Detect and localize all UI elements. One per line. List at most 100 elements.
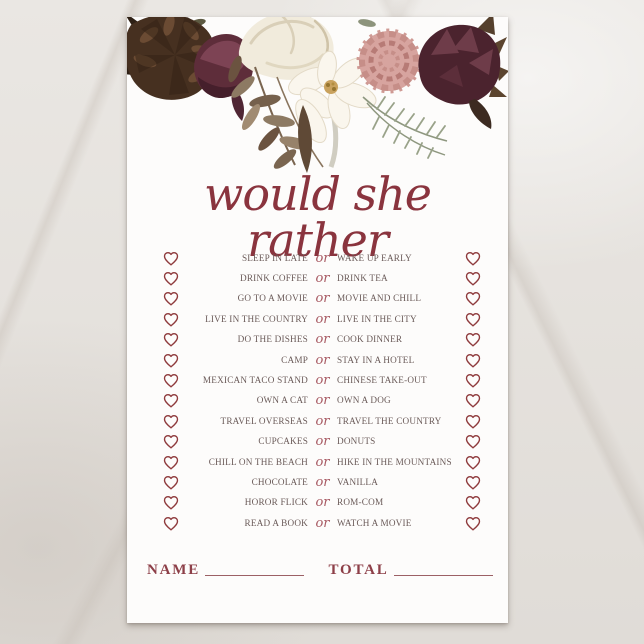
options-list: SLEEP IN LATE or WAKE UP EARLY DRINK COF… [127, 248, 508, 533]
heart-outline-icon [465, 496, 481, 510]
heart-outline-icon [163, 455, 179, 470]
page-title: would she rather [204, 167, 432, 267]
option-right-label: COOK DINNER [337, 334, 403, 345]
option-right-label: DRINK TEA [337, 272, 388, 283]
heart-outline-icon [465, 414, 481, 429]
heart-outline-icon [465, 353, 481, 368]
option-right-label: WATCH A MOVIE [337, 517, 412, 528]
heart-outline-icon [163, 374, 179, 388]
or-label: or [315, 291, 330, 307]
option-right-label: DONUTS [337, 436, 376, 447]
total-write-line [393, 573, 494, 576]
option-left-label: SLEEP IN LATE [241, 252, 308, 263]
list-item: MEXICAN TACO STAND or CHINESE TAKE-OUT [127, 370, 508, 390]
or-label: or [315, 250, 330, 266]
heart-outline-icon [465, 292, 481, 306]
option-right-label: CHINESE TAKE-OUT [337, 374, 427, 385]
option-right-label: ROM-COM [337, 497, 384, 508]
or-label: or [315, 271, 330, 287]
game-card: would she rather SLEEP IN LATE or WAKE U… [127, 17, 508, 623]
list-item: READ A BOOK or WATCH A MOVIE [127, 513, 508, 533]
heart-outline-icon [163, 292, 179, 306]
floral-arrangement [127, 17, 508, 173]
name-write-line [205, 573, 305, 576]
option-left-label: CHOCOLATE [251, 476, 308, 487]
option-left-label: HOROR FLICK [244, 497, 308, 508]
name-label: NAME [147, 561, 201, 578]
artichoke-flower [418, 17, 508, 129]
heart-outline-icon [163, 516, 179, 531]
list-item: TRAVEL OVERSEAS or TRAVEL THE COUNTRY [127, 411, 508, 431]
heart-outline-icon [465, 435, 481, 449]
option-right-label: OWN A DOG [337, 395, 391, 406]
option-right-label: LIVE IN THE CITY [337, 313, 417, 324]
heart-outline-icon [163, 475, 179, 490]
heart-outline-icon [465, 312, 481, 327]
heart-outline-icon [163, 496, 179, 510]
or-label: or [315, 495, 330, 511]
list-item: CAMP or STAY IN A HOTEL [127, 350, 508, 370]
heart-outline-icon [465, 272, 481, 286]
or-label: or [315, 352, 330, 368]
list-item: LIVE IN THE COUNTRY or LIVE IN THE CITY [127, 309, 508, 329]
list-item: SLEEP IN LATE or WAKE UP EARLY [127, 248, 508, 268]
or-label: or [315, 434, 330, 450]
or-label: or [315, 474, 330, 490]
rosemary-sprigs [362, 96, 448, 159]
option-left-label: GO TO A MOVIE [237, 293, 308, 304]
option-right-label: TRAVEL THE COUNTRY [337, 415, 442, 426]
heart-outline-icon [163, 272, 179, 286]
heart-outline-icon [465, 455, 481, 470]
olive-leaves [228, 55, 324, 173]
option-left-label: CUPCAKES [258, 436, 308, 447]
list-item: DO THE DISHES or COOK DINNER [127, 330, 508, 350]
heart-outline-icon [465, 475, 481, 490]
heart-outline-icon [465, 394, 481, 408]
or-label: or [315, 393, 330, 409]
heart-outline-icon [163, 394, 179, 408]
option-right-label: VANILLA [337, 476, 379, 487]
option-left-label: CHILL ON THE BEACH [208, 456, 308, 467]
or-label: or [315, 413, 330, 429]
pinecone-flower [127, 17, 229, 100]
option-left-label: OWN A CAT [256, 395, 308, 406]
option-left-label: CAMP [281, 354, 308, 365]
heart-outline-icon [465, 516, 481, 531]
magnolia-flower [288, 50, 377, 143]
heart-outline-icon [465, 251, 481, 266]
option-left-label: MEXICAN TACO STAND [202, 374, 308, 385]
burgundy-flower [194, 34, 254, 121]
list-item: CHILL ON THE BEACH or HIKE IN THE MOUNTA… [127, 452, 508, 472]
list-item: GO TO A MOVIE or MOVIE AND CHILL [127, 289, 508, 309]
heart-outline-icon [465, 374, 481, 388]
heart-outline-icon [465, 333, 481, 347]
heart-outline-icon [163, 414, 179, 429]
list-item: CHOCOLATE or VANILLA [127, 472, 508, 492]
option-right-label: MOVIE AND CHILL [337, 293, 422, 304]
option-right-label: HIKE IN THE MOUNTAINS [337, 456, 452, 467]
option-left-label: DRINK COFFEE [240, 272, 308, 283]
option-right-label: STAY IN A HOTEL [337, 354, 415, 365]
option-left-label: TRAVEL OVERSEAS [220, 415, 308, 426]
heart-outline-icon [163, 353, 179, 368]
write-in-footer: NAME TOTAL [147, 559, 494, 579]
list-item: HOROR FLICK or ROM-COM [127, 493, 508, 513]
option-right-label: WAKE UP EARLY [337, 252, 412, 263]
or-label: or [315, 373, 330, 389]
peony-flower [238, 17, 334, 80]
heart-outline-icon [163, 333, 179, 347]
heart-outline-icon [163, 312, 179, 327]
or-label: or [315, 311, 330, 327]
list-item: OWN A CAT or OWN A DOG [127, 391, 508, 411]
heart-outline-icon [163, 251, 179, 266]
option-left-label: READ A BOOK [244, 517, 308, 528]
list-item: CUPCAKES or DONUTS [127, 432, 508, 452]
total-label: TOTAL [328, 561, 389, 578]
or-label: or [315, 515, 330, 531]
option-left-label: LIVE IN THE COUNTRY [205, 313, 308, 324]
or-label: or [315, 454, 330, 470]
option-left-label: DO THE DISHES [237, 334, 308, 345]
list-item: DRINK COFFEE or DRINK TEA [127, 268, 508, 288]
or-label: or [315, 332, 330, 348]
